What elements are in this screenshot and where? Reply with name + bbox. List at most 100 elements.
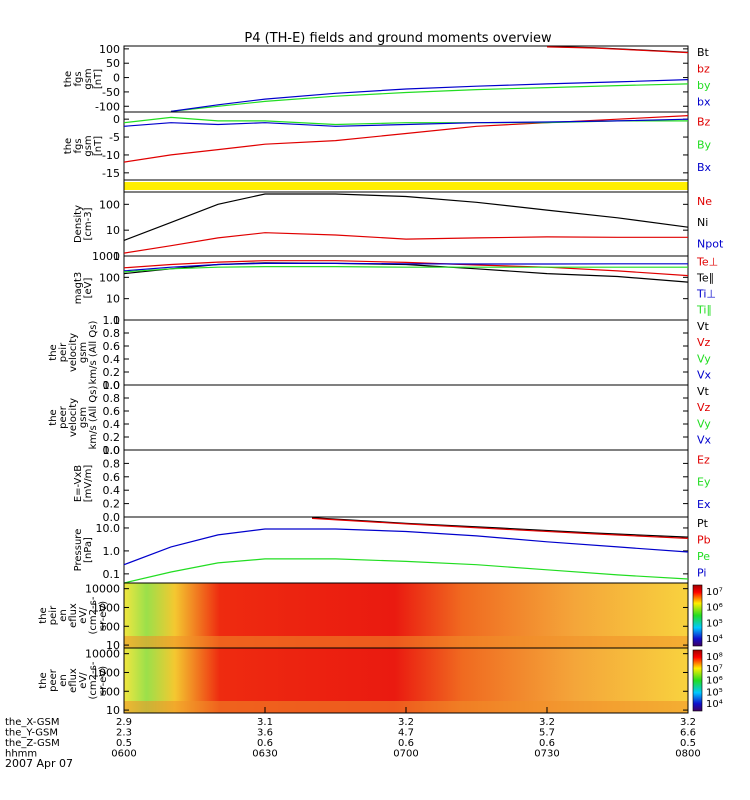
panel-frame xyxy=(123,516,689,584)
x-row-value: 5.7 xyxy=(539,728,555,739)
y-tick-label: 0.4 xyxy=(103,418,121,431)
legend-Vz: Vz xyxy=(697,336,711,349)
y-axis-label: peir xyxy=(48,605,59,625)
y-tick-label: 0.2 xyxy=(103,431,121,444)
series-bx xyxy=(170,79,689,112)
y-axis-label: (cm2-s- xyxy=(88,661,99,699)
legend-Vz: Vz xyxy=(697,401,711,414)
y-tick-label: 100 xyxy=(99,685,120,698)
y-axis-label: [nPa] xyxy=(83,537,94,563)
y-tick-label: 50 xyxy=(106,57,120,70)
x-row-value: 3.6 xyxy=(257,728,273,739)
x-row-value: 0.5 xyxy=(680,738,696,749)
y-axis-label: the xyxy=(63,71,74,87)
series-Pe xyxy=(123,558,689,584)
x-row-value: 3.1 xyxy=(257,717,273,728)
y-tick-label: -10 xyxy=(102,149,120,162)
x-row-value: 3.2 xyxy=(398,717,414,728)
panel-frame xyxy=(123,191,689,257)
y-axis-label: [mV/m] xyxy=(83,465,94,503)
legend-By: By xyxy=(697,138,712,151)
y-tick-label: 0.6 xyxy=(103,340,121,353)
x-row-value: 0800 xyxy=(675,749,700,760)
y-axis-label: km/s (All Qs) xyxy=(88,321,99,385)
legend-Ey: Ey xyxy=(697,476,711,489)
x-row-value: 0600 xyxy=(111,749,136,760)
y-tick-label: 10 xyxy=(106,639,120,652)
legend-Pi: Pi xyxy=(697,566,706,579)
legend-Ti⊥: Ti⊥ xyxy=(696,288,716,301)
legend-Vy: Vy xyxy=(697,417,711,430)
y-axis-label: [eV] xyxy=(83,278,94,299)
x-row-value: 3.2 xyxy=(539,717,555,728)
y-tick-label: 100 xyxy=(99,43,120,56)
colorbar-label: 10⁵ xyxy=(706,618,723,629)
y-tick-label: 10000 xyxy=(85,583,120,596)
y-tick-label: 0.4 xyxy=(103,353,121,366)
y-tick-label: -50 xyxy=(102,86,120,99)
x-row-value: 0.6 xyxy=(398,738,414,749)
y-axis-label: eflux xyxy=(68,668,79,693)
legend-Ex: Ex xyxy=(697,498,711,511)
series-Ne xyxy=(123,232,688,254)
x-row-value: 2.3 xyxy=(116,728,132,739)
x-row-value: 0700 xyxy=(393,749,418,760)
y-tick-label: 1 xyxy=(113,314,120,327)
y-tick-label: 0.4 xyxy=(103,484,121,497)
series-Ni xyxy=(123,193,689,241)
y-axis-label: magt3 xyxy=(73,272,84,305)
y-axis-label: Density xyxy=(73,205,84,243)
legend-Bt: Bt xyxy=(697,46,710,59)
y-axis-label: [cm-3] xyxy=(83,207,94,240)
legend-bx: bx xyxy=(697,95,711,108)
y-tick-label: 1.0 xyxy=(103,444,121,457)
colorbar-label: 10⁴ xyxy=(706,634,723,645)
y-tick-label: 0 xyxy=(113,72,120,85)
colorbar-label: 10⁶ xyxy=(706,676,723,687)
y-axis-label: gsm xyxy=(83,135,94,156)
colorbar xyxy=(692,584,703,647)
x-row-value: 0730 xyxy=(534,749,559,760)
legend-Vt: Vt xyxy=(697,385,710,398)
y-tick-label: 1.0 xyxy=(103,314,121,327)
panel-frame xyxy=(123,111,689,181)
y-tick-label: 1 xyxy=(113,250,120,263)
y-tick-label: 10 xyxy=(106,293,120,306)
y-axis-label: gsm xyxy=(78,342,89,363)
y-axis-label: sr-eV) xyxy=(98,666,109,695)
x-row-label: the_Y-GSM xyxy=(5,728,58,739)
series-bz xyxy=(546,46,689,54)
y-tick-label: 0.1 xyxy=(103,568,121,581)
y-axis-label: gsm xyxy=(83,68,94,89)
x-row-value: 6.6 xyxy=(680,728,696,739)
x-row-value: 3.2 xyxy=(680,717,696,728)
colorbar-label: 10⁶ xyxy=(706,603,723,614)
series-Pb xyxy=(311,517,689,539)
colorbar xyxy=(692,649,703,712)
panel-temperature: 1000 100 10 1 magt3 [eV] Te⊥ Te∥ Ti⊥ Ti∥ xyxy=(73,250,718,327)
y-tick-label: -5 xyxy=(109,131,120,144)
y-axis-label: the xyxy=(48,344,59,360)
y-axis-label: Pressure xyxy=(73,529,84,572)
y-tick-label: 0 xyxy=(113,113,120,126)
x-row-label: hhmm xyxy=(5,749,37,760)
y-tick-label: 0.0 xyxy=(103,379,121,392)
series-Pt xyxy=(311,517,689,538)
colorbar-label: 10⁷ xyxy=(706,664,723,675)
legend-Ez: Ez xyxy=(697,453,710,466)
x-row-value: 2.9 xyxy=(116,717,132,728)
panel-pressure: 10.0 1.0 0.1 Pressure [nPa] Pt Pb Pe Pi xyxy=(73,516,711,584)
y-tick-label: 0.6 xyxy=(103,471,121,484)
panel-frame xyxy=(123,319,689,386)
x-row-value: 0.5 xyxy=(116,738,132,749)
series-Bx xyxy=(123,118,689,127)
series-Ti⊥ xyxy=(123,262,688,272)
legend-Vt: Vt xyxy=(697,320,710,333)
y-tick-label: 0.0 xyxy=(103,444,121,457)
y-tick-label: 10 xyxy=(106,704,120,717)
